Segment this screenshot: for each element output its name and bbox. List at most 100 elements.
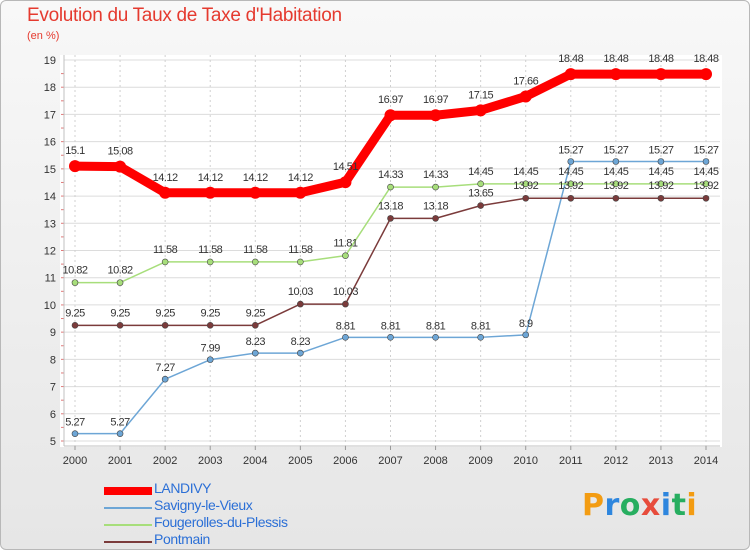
data-point <box>339 176 352 189</box>
data-label: 15.27 <box>558 145 583 157</box>
data-point <box>477 334 484 341</box>
data-label: 7.99 <box>201 343 221 355</box>
y-tick-label: 11 <box>45 273 56 285</box>
data-label: 18.48 <box>648 53 673 65</box>
data-label: 13.18 <box>423 200 448 212</box>
data-point <box>297 258 304 266</box>
y-tick-label: 16 <box>44 137 56 149</box>
data-label: 14.45 <box>468 166 493 178</box>
logo-letter: o <box>619 488 641 523</box>
data-label: 17.15 <box>468 89 493 101</box>
data-point <box>567 194 575 202</box>
x-tick-label: 2013 <box>649 455 673 467</box>
data-point <box>251 258 259 266</box>
data-point <box>387 334 394 341</box>
data-point <box>609 68 622 81</box>
y-tick-label: 15 <box>44 164 56 176</box>
data-point <box>522 331 530 339</box>
data-label: 14.45 <box>693 166 718 178</box>
data-label: 17.66 <box>513 75 538 87</box>
legend-item-pontmain[interactable]: Pontmain <box>104 531 364 549</box>
data-point <box>206 322 214 329</box>
data-point <box>297 349 304 357</box>
data-point <box>564 68 577 81</box>
x-tick-label: 2001 <box>108 455 132 467</box>
data-label: 14.33 <box>423 169 448 181</box>
data-point <box>204 186 217 199</box>
data-point <box>702 180 710 188</box>
data-label: 14.51 <box>333 161 358 173</box>
data-label: 13.92 <box>693 180 718 192</box>
y-tick-label: 14 <box>44 191 56 203</box>
y-tick-label: 12 <box>44 246 56 258</box>
data-point <box>657 194 665 202</box>
data-label: 8.23 <box>291 336 311 348</box>
data-point <box>522 180 530 188</box>
data-label: 13.92 <box>648 180 673 192</box>
logo-letter: r <box>604 488 620 523</box>
data-label: 8.81 <box>426 320 446 332</box>
data-label: 13.18 <box>378 200 403 212</box>
data-label: 13.92 <box>558 180 583 192</box>
data-label: 11.58 <box>153 244 178 256</box>
data-point <box>69 160 81 173</box>
logo-letter: P <box>582 488 605 523</box>
data-label: 9.25 <box>201 307 221 319</box>
y-tick-label: 5 <box>50 436 56 448</box>
y-tick-label: 8 <box>50 354 56 366</box>
data-label: 11.81 <box>333 238 358 250</box>
data-label: 16.97 <box>423 94 448 106</box>
legend-item-landivy[interactable]: LANDIVY <box>104 480 364 498</box>
x-tick-label: 2007 <box>378 455 402 467</box>
legend-label-landivy: LANDIVY <box>154 480 212 496</box>
data-point <box>612 158 620 165</box>
legend-swatch-fougerolles <box>104 524 152 526</box>
legend-item-savigny[interactable]: Savigny-le-Vieux <box>104 497 364 515</box>
x-tick-label: 2009 <box>468 455 492 467</box>
data-point <box>116 279 124 286</box>
data-point <box>387 183 394 191</box>
data-point <box>251 322 259 329</box>
data-label: 14.33 <box>378 169 403 181</box>
legend-label-pontmain: Pontmain <box>154 531 210 547</box>
data-point <box>342 334 349 341</box>
data-label: 16.97 <box>378 94 403 106</box>
data-label: 5.27 <box>65 417 85 429</box>
data-point <box>206 356 214 363</box>
data-label: 18.48 <box>603 53 628 65</box>
legend-item-fougerolles[interactable]: Fougerolles-du-Plessis <box>104 514 364 532</box>
data-label: 8.81 <box>336 320 356 332</box>
data-label: 14.45 <box>603 166 628 178</box>
data-label: 18.48 <box>693 53 718 65</box>
data-label: 9.25 <box>65 307 85 319</box>
data-point <box>116 430 124 437</box>
logo-letter: t <box>671 488 687 523</box>
data-point <box>477 202 484 209</box>
data-point <box>657 180 665 188</box>
data-label: 10.82 <box>108 265 133 277</box>
y-tick-label: 6 <box>50 409 56 421</box>
data-label: 14.45 <box>558 166 583 178</box>
x-tick-label: 2012 <box>604 455 628 467</box>
logo-letter: i <box>686 488 698 523</box>
logo-letter: x <box>640 488 661 523</box>
data-label: 13.92 <box>603 180 628 192</box>
legend-label-savigny: Savigny-le-Vieux <box>154 497 253 513</box>
data-point <box>251 349 259 357</box>
data-point <box>477 180 484 188</box>
data-label: 14.12 <box>288 172 313 184</box>
data-point <box>432 183 439 191</box>
x-tick-label: 2004 <box>243 455 267 467</box>
data-label: 15.27 <box>603 145 628 157</box>
x-tick-label: 2010 <box>513 455 537 467</box>
y-axis-unit: (en %) <box>27 30 60 42</box>
proxiti-logo[interactable]: Proxiti <box>582 488 697 523</box>
x-tick-label: 2000 <box>63 455 87 467</box>
y-tick-label: 9 <box>50 327 56 339</box>
x-tick-label: 2011 <box>559 455 583 467</box>
data-point <box>384 109 397 122</box>
data-label: 9.25 <box>155 307 175 319</box>
data-label: 11.58 <box>243 244 268 256</box>
data-point <box>114 160 127 173</box>
